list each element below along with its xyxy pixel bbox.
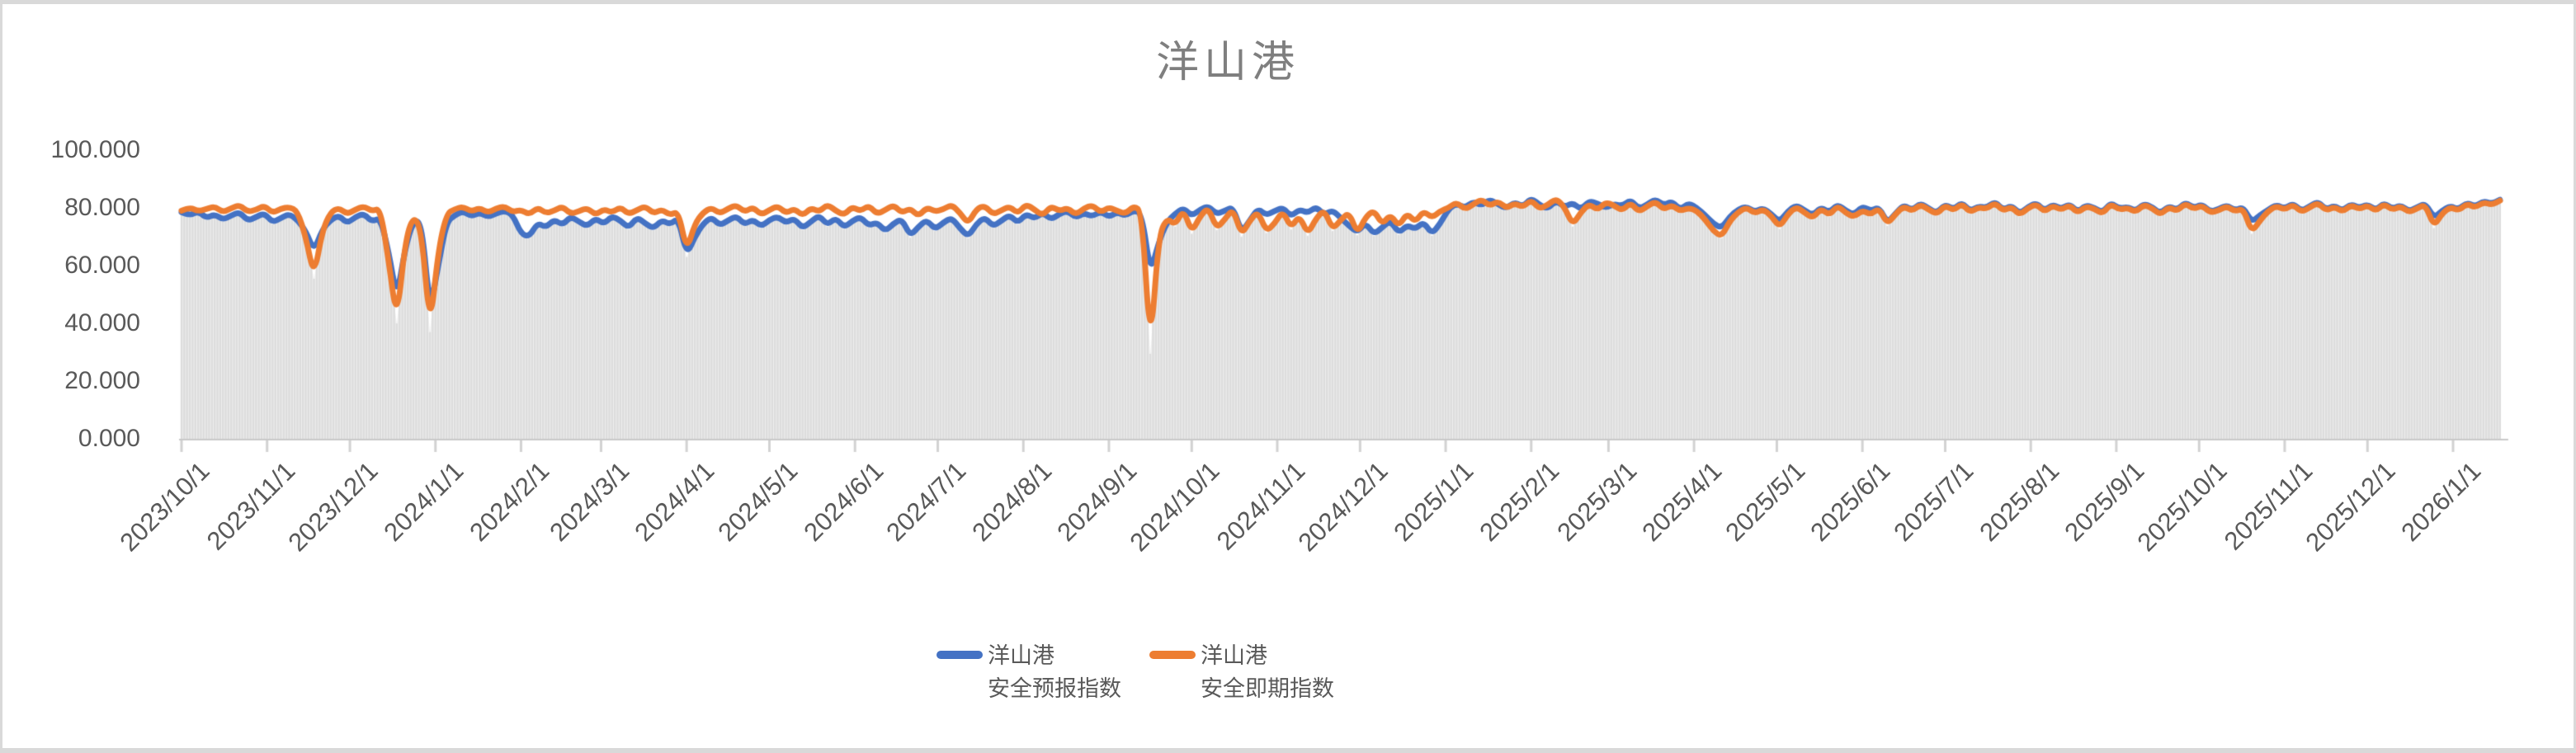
chart-surface: 洋山港 100.000 80.000 60.000 40.000 20.000 0.000… (2, 4, 2574, 748)
x-axis-label: 2025/3/1 (1551, 456, 1643, 548)
x-axis-label: 2024/10/1 (1124, 456, 1226, 558)
x-axis-label: 2025/5/1 (1720, 456, 1811, 548)
legend-forecast-name-line1: 洋山港 (988, 643, 1054, 668)
legend-item-forecast: 洋山港 安全预报指数 (937, 639, 1121, 705)
x-axis-label: 2024/8/1 (965, 456, 1057, 548)
x-axis-label: 2023/12/1 (282, 456, 384, 558)
y-axis-label: 80.000 (64, 194, 140, 221)
legend-spot-name-line1: 洋山港 (1201, 643, 1267, 668)
x-axis-label: 2024/2/1 (464, 456, 555, 548)
x-axis-label: 2024/7/1 (880, 456, 972, 548)
legend-forecast-name-line2: 安全预报指数 (988, 676, 1121, 701)
spot-series-marker-icon (1149, 651, 1196, 659)
y-axis-label: 100.000 (50, 136, 140, 163)
x-axis-label: 2025/1/1 (1388, 456, 1479, 548)
x-axis-label: 2023/11/1 (201, 456, 301, 556)
x-axis-label: 2025/12/1 (2300, 456, 2402, 558)
x-axis-label: 2026/1/1 (2395, 456, 2487, 548)
x-axis-label: 2025/4/1 (1636, 456, 1728, 548)
x-axis: 2023/10/1 2023/11/1 2023/12/1 2024/1/1 2024/… (2, 4, 2574, 631)
x-axis-label: 2025/6/1 (1805, 456, 1896, 548)
legend-spot-name-line2: 安全即期指数 (1201, 676, 1334, 701)
x-axis-label: 2024/1/1 (378, 456, 469, 548)
y-axis-label: 20.000 (64, 367, 140, 394)
y-axis-label: 0.000 (78, 425, 140, 452)
x-axis-label: 2025/7/1 (1888, 456, 1979, 548)
y-axis-label: 60.000 (64, 252, 140, 279)
x-axis-label: 2024/5/1 (712, 456, 804, 548)
x-axis-label: 2025/8/1 (1973, 456, 2064, 548)
forecast-series-marker-icon (937, 651, 983, 659)
x-axis-label: 2025/10/1 (2131, 456, 2234, 558)
plot-area-canvas (2, 4, 2574, 748)
x-axis-label: 2025/2/1 (1474, 456, 1565, 548)
legend: 洋山港 安全预报指数 洋山港 安全即期指数 (0, 639, 2392, 705)
x-axis-label: 2024/4/1 (629, 456, 720, 548)
x-axis-label: 2024/3/1 (544, 456, 635, 548)
x-axis-label: 2023/10/1 (114, 456, 215, 558)
x-axis-label: 2024/12/1 (1292, 456, 1394, 558)
y-axis-label: 40.000 (64, 309, 140, 336)
x-axis-label: 2024/6/1 (797, 456, 889, 548)
chart-title: 洋山港 (1155, 39, 1300, 87)
legend-item-spot: 洋山港 安全即期指数 (1149, 639, 1334, 705)
y-axis: 100.000 80.000 60.000 40.000 20.000 0.000 (2, 4, 140, 499)
